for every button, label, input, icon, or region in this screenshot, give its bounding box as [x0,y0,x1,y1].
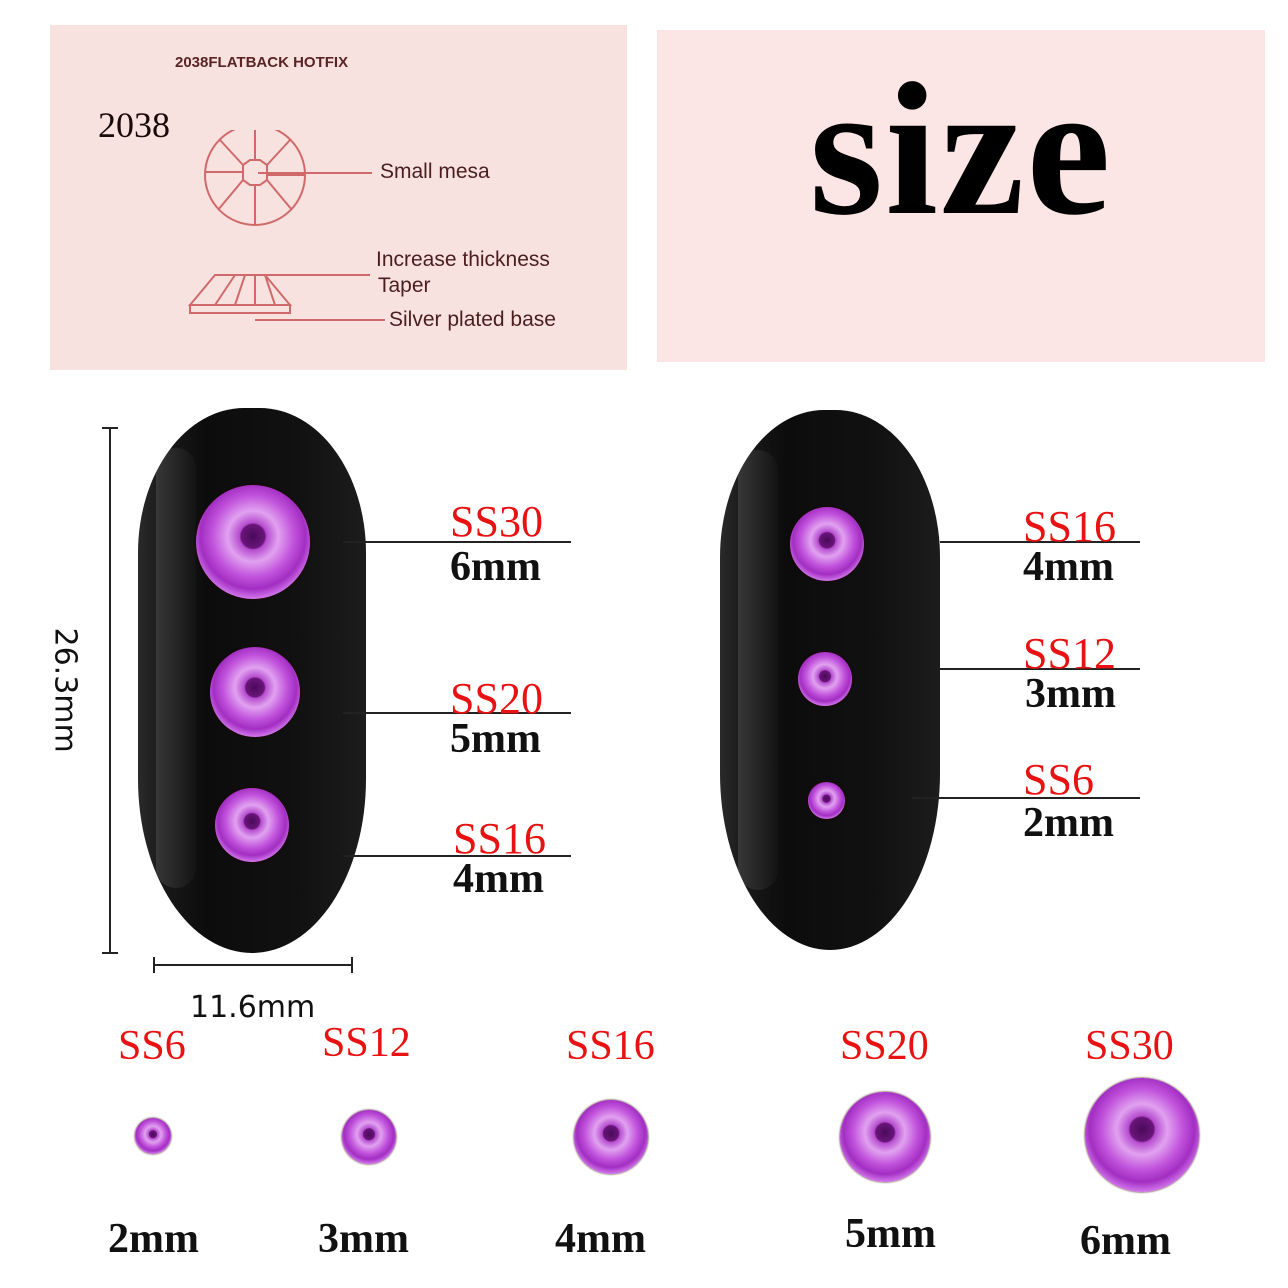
title-panel [657,30,1265,362]
left-code-3: SS16 [453,814,546,863]
rhinestone-diagram [187,130,385,321]
size-title: size [809,45,1113,255]
gem-ss20 [210,647,300,737]
right-size-3: 2mm [1023,800,1114,846]
bottom-code-4: SS20 [840,1023,929,1069]
right-code-3: SS6 [1023,755,1094,804]
bottom-code-1: SS6 [118,1023,186,1069]
gem-ss30 [196,485,310,599]
gem-6mm [1085,1078,1199,1192]
gem-ss16 [215,788,289,862]
pointer-line [343,712,571,714]
width-label: 11.6mm [190,990,316,1025]
dimension-tick [351,957,353,973]
dimension-tick [102,427,118,429]
pointer-line [343,541,571,543]
left-size-1: 6mm [450,544,541,590]
gem-ss6 [808,782,845,819]
label-increase-thickness: Increase thickness [376,248,550,271]
pointer-line [343,855,571,857]
bottom-code-3: SS16 [566,1023,655,1069]
gem-ss12 [798,652,852,706]
gem-3mm [342,1110,396,1164]
diagram-panel [50,25,627,370]
height-label: 26.3mm [47,627,83,753]
left-size-2: 5mm [450,716,541,762]
model-number: 2038 [98,105,170,145]
label-taper: Taper [378,274,431,297]
bottom-size-3: 4mm [555,1216,646,1262]
left-code-1: SS30 [450,497,543,546]
gem-2mm [135,1118,171,1154]
bottom-code-2: SS12 [322,1020,411,1066]
dimension-tick [153,957,155,973]
right-size-1: 4mm [1023,544,1114,590]
right-code-1: SS16 [1023,502,1116,551]
right-code-2: SS12 [1023,629,1116,678]
left-code-2: SS20 [450,674,543,723]
bottom-size-4: 5mm [845,1211,936,1257]
bottom-size-2: 3mm [318,1216,409,1262]
pointer-line [940,668,1140,670]
diagram-heading: 2038FLATBACK HOTFIX [175,54,349,71]
bottom-size-5: 6mm [1080,1218,1171,1264]
height-dimension-line [109,427,111,954]
gem-5mm [840,1092,930,1182]
pointer-line [940,541,1140,543]
dimension-tick [102,952,118,954]
right-size-2: 3mm [1025,671,1116,717]
bottom-size-1: 2mm [108,1216,199,1262]
label-small-mesa: Small mesa [380,160,490,183]
bottom-code-5: SS30 [1085,1023,1174,1069]
gem-ss16 [790,507,864,581]
left-size-3: 4mm [453,856,544,902]
gem-4mm [574,1100,648,1174]
width-dimension-line [153,964,353,966]
pointer-line [912,797,1140,799]
label-silver-base: Silver plated base [389,308,556,331]
